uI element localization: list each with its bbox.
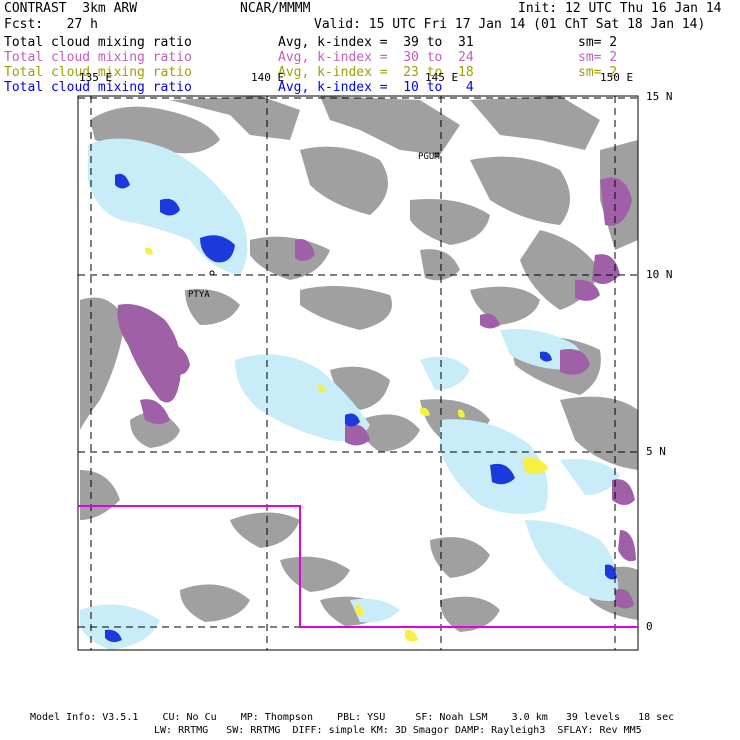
lon-label-145e: 145 E (425, 71, 459, 84)
lat-label-5n: 5 N (646, 445, 666, 458)
lon-label-150e: 150 E (600, 71, 634, 84)
forecast-hour: Fcst: 27 h (4, 17, 98, 32)
field-sm-1: sm= 2 (578, 35, 618, 50)
field-name-3: Total cloud mixing ratio (4, 65, 192, 80)
field-name-1: Total cloud mixing ratio (4, 35, 192, 50)
valid-time: Valid: 15 UTC Fri 17 Jan 14 (01 ChT Sat … (314, 17, 706, 32)
field-stat-1: Avg, k-index = 39 to 31 (278, 35, 474, 50)
field-stat-2: Avg, k-index = 30 to 24 (278, 50, 474, 65)
center-title: NCAR/MMMM (240, 1, 311, 16)
lat-label-15n: 15 N (646, 90, 673, 103)
lon-label-140e: 140 E (251, 71, 285, 84)
init-time: Init: 12 UTC Thu 16 Jan 14 (518, 1, 722, 16)
ptya-marker (209, 270, 215, 276)
model-info-line2: LW: RRTMG SW: RRTMG DIFF: simple KM: 3D … (154, 725, 642, 736)
model-title: CONTRAST 3km ARW (4, 1, 138, 16)
blue-cloud-layer (105, 173, 617, 643)
map-border (77, 95, 639, 651)
lat-label-10n: 10 N (646, 268, 673, 281)
field-name-2: Total cloud mixing ratio (4, 50, 192, 65)
model-info-line1: Model Info: V3.5.1 CU: No Cu MP: Thompso… (30, 712, 675, 723)
field-stat-4: Avg, k-index = 10 to 4 (278, 80, 474, 95)
field-sm-2: sm= 2 (578, 50, 618, 65)
purple-cloud-layer (117, 177, 636, 609)
field-stat-3: Avg, k-index = 23 to 18 (278, 65, 474, 80)
field-name-4: Total cloud mixing ratio (4, 80, 192, 95)
place-label-ptya: PTYA (188, 290, 210, 300)
yellow-cloud-layer (145, 247, 548, 642)
place-label-pgum: PGUM (418, 152, 440, 162)
field-sm-3: sm= 2 (578, 65, 618, 80)
nest-domain-outline (78, 505, 638, 628)
lat-label-0: 0 (646, 620, 653, 633)
lon-label-135e: 135 E (79, 71, 113, 84)
cloud-fields (80, 96, 638, 650)
pgum-marker (434, 152, 440, 158)
